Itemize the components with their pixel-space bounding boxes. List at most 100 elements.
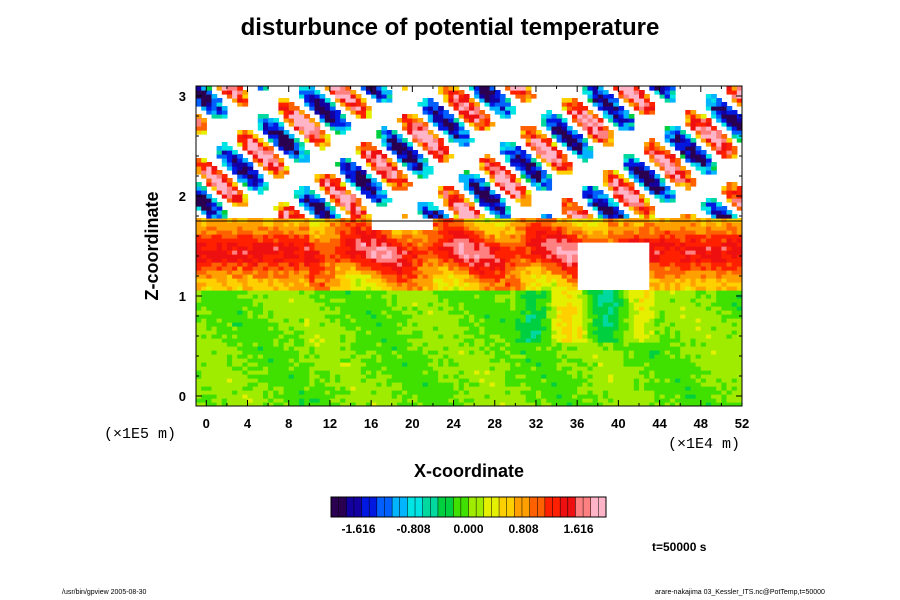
heatmap-cell bbox=[314, 358, 321, 363]
heatmap-cell bbox=[489, 286, 496, 291]
heatmap-cell bbox=[355, 322, 362, 327]
heatmap-cell bbox=[263, 230, 269, 235]
heatmap-cell bbox=[561, 270, 568, 275]
heatmap-cell bbox=[201, 354, 207, 359]
heatmap-cell bbox=[566, 326, 573, 331]
heatmap-cell bbox=[211, 374, 218, 379]
heatmap-cell bbox=[736, 298, 742, 303]
heatmap-cell bbox=[432, 394, 439, 399]
heatmap-cell bbox=[273, 398, 280, 403]
heatmap-cell bbox=[649, 310, 656, 315]
heatmap-cell bbox=[685, 250, 692, 255]
heatmap-cell bbox=[366, 378, 372, 383]
heatmap-cell bbox=[458, 358, 465, 363]
heatmap-cell bbox=[268, 246, 274, 251]
heatmap-cell bbox=[402, 318, 408, 323]
heatmap-cell bbox=[221, 326, 228, 331]
heatmap-cell bbox=[499, 206, 506, 211]
heatmap-cell bbox=[329, 222, 336, 227]
heatmap-cell bbox=[376, 230, 383, 235]
heatmap-cell bbox=[329, 322, 336, 327]
heatmap-cell bbox=[293, 254, 300, 259]
heatmap-cell bbox=[705, 342, 712, 347]
heatmap-cell bbox=[278, 402, 285, 406]
heatmap-cell bbox=[721, 234, 728, 239]
heatmap-cell bbox=[438, 282, 444, 287]
heatmap-cell bbox=[232, 378, 238, 383]
heatmap-cell bbox=[654, 302, 661, 307]
heatmap-cell bbox=[541, 294, 547, 299]
heatmap-cell bbox=[391, 250, 398, 255]
heatmap-cell bbox=[402, 394, 408, 399]
heatmap-cell bbox=[360, 282, 367, 287]
heatmap-cell bbox=[680, 222, 686, 227]
heatmap-cell bbox=[484, 282, 491, 287]
heatmap-cell bbox=[226, 310, 233, 315]
heatmap-cell bbox=[340, 402, 346, 406]
heatmap-cell bbox=[469, 246, 475, 251]
heatmap-cell bbox=[515, 246, 522, 251]
heatmap-cell bbox=[608, 370, 614, 375]
heatmap-cell bbox=[602, 214, 609, 219]
heatmap-cell bbox=[541, 378, 547, 383]
heatmap-cell bbox=[201, 342, 207, 347]
heatmap-cell bbox=[520, 298, 527, 303]
heatmap-cell bbox=[432, 242, 439, 247]
heatmap-cell bbox=[474, 210, 480, 215]
heatmap-cell bbox=[345, 346, 352, 351]
heatmap-cell bbox=[283, 242, 290, 247]
heatmap-cell bbox=[602, 398, 609, 403]
heatmap-cell bbox=[226, 298, 233, 303]
heatmap-cell bbox=[587, 226, 594, 231]
heatmap-cell bbox=[340, 250, 346, 255]
heatmap-cell bbox=[463, 358, 470, 363]
heatmap-cell bbox=[345, 342, 352, 347]
heatmap-cell bbox=[736, 230, 742, 235]
heatmap-cell bbox=[422, 290, 429, 295]
heatmap-cell bbox=[664, 250, 671, 255]
heatmap-cell bbox=[438, 302, 444, 307]
heatmap-cell bbox=[726, 374, 733, 379]
heatmap-cell bbox=[273, 354, 280, 359]
heatmap-cell bbox=[669, 278, 676, 283]
heatmap-cell bbox=[443, 290, 449, 295]
heatmap-cell bbox=[201, 262, 207, 267]
heatmap-cell bbox=[726, 366, 733, 371]
heatmap-cell bbox=[355, 294, 362, 299]
heatmap-cell bbox=[448, 230, 455, 235]
heatmap-cell bbox=[680, 382, 686, 387]
heatmap-cell bbox=[716, 262, 722, 267]
heatmap-cell bbox=[726, 266, 733, 271]
heatmap-cell bbox=[371, 274, 377, 279]
heatmap-cell bbox=[386, 398, 393, 403]
heatmap-cell bbox=[278, 246, 285, 251]
heatmap-cell bbox=[422, 394, 429, 399]
heatmap-cell bbox=[360, 326, 367, 331]
heatmap-cell bbox=[716, 266, 722, 271]
heatmap-cell bbox=[525, 334, 532, 339]
heatmap-cell bbox=[319, 330, 326, 335]
heatmap-cell bbox=[520, 334, 527, 339]
heatmap-cell bbox=[494, 250, 501, 255]
heatmap-cell bbox=[329, 266, 336, 271]
heatmap-cell bbox=[721, 278, 728, 283]
heatmap-cell bbox=[654, 402, 661, 406]
heatmap-cell bbox=[453, 330, 460, 335]
heatmap-cell bbox=[366, 358, 372, 363]
heatmap-cell bbox=[685, 270, 692, 275]
heatmap-cell bbox=[628, 354, 635, 359]
heatmap-cell bbox=[381, 234, 388, 239]
heatmap-cell bbox=[335, 214, 341, 219]
heatmap-cell bbox=[623, 350, 630, 355]
heatmap-cell bbox=[577, 218, 583, 223]
heatmap-cell bbox=[484, 278, 491, 283]
heatmap-cell bbox=[293, 286, 300, 291]
heatmap-cell bbox=[484, 358, 491, 363]
heatmap-cell bbox=[597, 358, 604, 363]
heatmap-cell bbox=[417, 362, 424, 367]
heatmap-cell bbox=[237, 254, 243, 259]
heatmap-cell bbox=[304, 282, 310, 287]
heatmap-cell bbox=[479, 242, 486, 247]
heatmap-cell bbox=[556, 342, 563, 347]
heatmap-cell bbox=[484, 342, 491, 347]
